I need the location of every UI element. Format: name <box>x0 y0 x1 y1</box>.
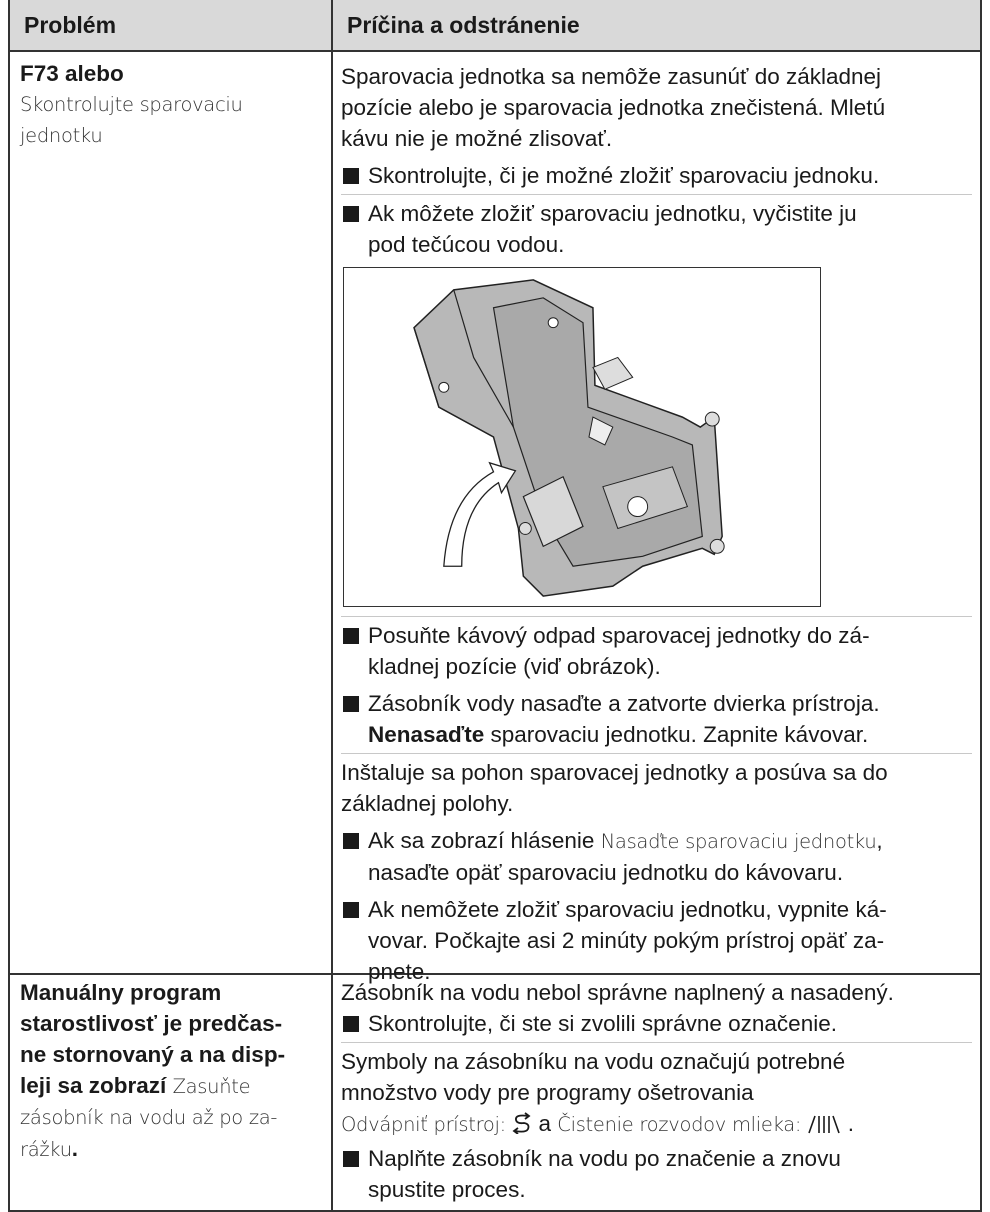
row: F73 alebo Skontrolujte sparovaciu jednot… <box>10 50 980 984</box>
paragraph: Symboly na zásobníku na vodu označujú po… <box>341 1042 972 1140</box>
problem-cell: F73 alebo Skontrolujte sparovaciu jednot… <box>10 52 333 973</box>
descale-icon <box>512 1112 531 1135</box>
header-row: Problém Príčina a odstránenie <box>10 0 980 50</box>
text-line: kladnej pozície (viď obrázok). <box>368 654 661 679</box>
text-line: Skontrolujte, či je možné zložiť sparova… <box>341 160 972 191</box>
text-line: Inštaluje sa pohon sparovacej jednotky a… <box>341 760 888 785</box>
problem-title: . <box>71 1136 79 1161</box>
problem-text: Zasuňte <box>172 1075 251 1098</box>
text: Ak sa zobrazí hlásenie <box>368 828 595 853</box>
text: . <box>847 1111 854 1136</box>
problem-text: rážku <box>20 1138 72 1161</box>
text-line: nasaďte opäť sparovaciu jednotku do kávo… <box>368 860 844 885</box>
text-line: Ak nemôžete zložiť sparovaciu jednotku, … <box>341 894 972 925</box>
text-line: Ak môžete zložiť sparovaciu jednotku, vy… <box>341 198 972 229</box>
text-line: Symboly na zásobníku na vodu označujú po… <box>341 1049 846 1074</box>
program-name: Čistenie rozvodov mlieka: <box>557 1113 802 1136</box>
text-line: Zásobník na vodu nebol správne naplnený … <box>341 980 894 1005</box>
text-line: pozície alebo je sparovacia jednotka zne… <box>341 95 886 120</box>
text: sparovaciu jednotku. Zapnite kávovar. <box>490 722 869 747</box>
bullet: Zásobník vody nasaďte a zatvorte dvierka… <box>341 685 972 753</box>
problem-cell: Manuálny program starostlivosť je predča… <box>10 975 333 1210</box>
problem-title: leji sa zobrazí <box>20 1073 167 1098</box>
bullet: Skontrolujte, či ste si zvolili správne … <box>341 1008 972 1042</box>
text-line: Posuňte kávový odpad sparovacej jednotky… <box>341 620 972 651</box>
text-line: vovar. Počkajte asi 2 minúty pokým príst… <box>368 928 885 953</box>
text-line: pnete. <box>368 959 431 984</box>
text-line: Odvápniť prístroj: a Čistenie rozvodov m… <box>341 1108 972 1140</box>
text-line: Naplňte zásobník na vodu po značenie a z… <box>341 1143 972 1174</box>
illustration <box>343 267 821 607</box>
text-line: Nenasaďte sparovaciu jednotku. Zapnite k… <box>341 719 972 750</box>
cause-cell: Zásobník na vodu nebol správne naplnený … <box>333 975 980 1210</box>
milk-icon <box>808 1115 841 1134</box>
display-message: Nasaďte sparovaciu jednotku <box>600 830 877 853</box>
text-line: pod tečúcou vodou. <box>368 232 565 257</box>
text-line: množstvo vody pre programy ošetrovania <box>341 1080 754 1105</box>
table: Problém Príčina a odstránenie F73 alebo … <box>8 0 982 1212</box>
text-line: kávu nie je možné zlisovať. <box>341 126 613 151</box>
bullet: Naplňte zásobník na vodu po značenie a z… <box>341 1140 972 1205</box>
cause-cell: Sparovacia jednotka sa nemôže zasunúť do… <box>333 52 980 984</box>
bullet: Posuňte kávový odpad sparovacej jednotky… <box>341 616 972 685</box>
text-line: Skontrolujte, či ste si zvolili správne … <box>341 1008 972 1039</box>
paragraph: Sparovacia jednotka sa nemôže zasunúť do… <box>341 58 972 157</box>
bullet: Ak môžete zložiť sparovaciu jednotku, vy… <box>341 194 972 263</box>
problem-title: F73 alebo <box>20 61 124 86</box>
text-line: Zásobník vody nasaďte a zatvorte dvierka… <box>341 688 972 719</box>
paragraph: Inštaluje sa pohon sparovacej jednotky a… <box>341 753 972 822</box>
problem-title: ne stornovaný a na disp- <box>20 1042 286 1067</box>
bullet: Ak nemôžete zložiť sparovaciu jednotku, … <box>341 891 972 990</box>
header-cell: Príčina a odstránenie <box>347 12 580 38</box>
row: Manuálny program starostlivosť je predča… <box>10 973 980 1210</box>
problem-text: zásobník na vodu až po za- <box>20 1106 278 1129</box>
bullet: Skontrolujte, či je možné zložiť sparova… <box>341 157 972 194</box>
text-line: spustite proces. <box>368 1177 526 1202</box>
program-name: Odvápniť prístroj: <box>341 1113 506 1136</box>
text-line: Ak sa zobrazí hlásenie Nasaďte sparovaci… <box>341 825 972 857</box>
header-cell: Problém <box>10 0 333 50</box>
text-line: Sparovacia jednotka sa nemôže zasunúť do… <box>341 64 882 89</box>
text: a <box>538 1111 551 1136</box>
problem-title: starostlivosť je predčas- <box>20 1011 283 1036</box>
bold-text: Nenasaďte <box>368 722 485 747</box>
text: , <box>876 828 883 853</box>
problem-text: jednotku <box>20 124 103 147</box>
text-line: základnej polohy. <box>341 791 514 816</box>
bullet: Ak sa zobrazí hlásenie Nasaďte sparovaci… <box>341 822 972 891</box>
problem-text: Skontrolujte sparovaciu <box>20 93 243 116</box>
problem-title: Manuálny program <box>20 980 222 1005</box>
